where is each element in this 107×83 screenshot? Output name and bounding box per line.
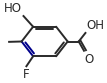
- Text: HO: HO: [4, 2, 22, 15]
- Text: F: F: [23, 68, 30, 81]
- Text: O: O: [84, 53, 94, 65]
- Text: OH: OH: [86, 19, 104, 32]
